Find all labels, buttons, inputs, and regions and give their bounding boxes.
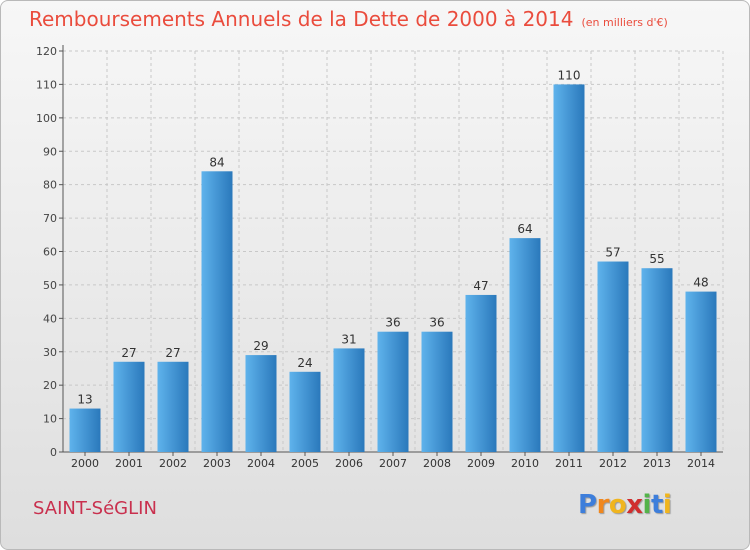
y-tick-label: 30 xyxy=(43,346,57,359)
logo-letter: i xyxy=(642,490,652,520)
data-label-2012: 57 xyxy=(605,246,620,260)
data-label-2010: 64 xyxy=(517,222,532,236)
x-tick-label-2005: 2005 xyxy=(291,457,319,470)
chart-unit: (en milliers d'€) xyxy=(581,16,668,29)
y-tick-label: 110 xyxy=(36,78,57,91)
y-tick-label: 50 xyxy=(43,279,57,292)
data-label-2004: 29 xyxy=(253,339,268,353)
x-tick-label-2008: 2008 xyxy=(423,457,451,470)
y-tick-label: 120 xyxy=(36,45,57,58)
data-label-2008: 36 xyxy=(429,316,444,330)
x-tick-label-2004: 2004 xyxy=(247,457,275,470)
x-tick-label-2009: 2009 xyxy=(467,457,495,470)
bars xyxy=(69,84,717,453)
logo-letter: i xyxy=(662,490,672,520)
x-tick-label-2000: 2000 xyxy=(71,457,99,470)
logo-letter: x xyxy=(626,490,643,520)
chart-title-text: Remboursements Annuels de la Dette de 20… xyxy=(29,7,574,31)
data-label-2003: 84 xyxy=(209,155,224,169)
data-label-2014: 48 xyxy=(693,276,708,290)
x-tick-label-2014: 2014 xyxy=(687,457,715,470)
bar-2010 xyxy=(509,238,541,452)
bar-2011 xyxy=(553,84,585,453)
data-label-2013: 55 xyxy=(649,252,664,266)
logo-letter: o xyxy=(608,490,627,520)
logo-letter: r xyxy=(596,490,610,520)
y-tick-label: 0 xyxy=(50,446,57,459)
x-tick-label-2001: 2001 xyxy=(115,457,143,470)
x-tick-label-2003: 2003 xyxy=(203,457,231,470)
proxiti-logo[interactable]: Proxiti xyxy=(578,490,672,520)
bar-2003 xyxy=(201,171,233,453)
y-tick-label: 90 xyxy=(43,145,57,158)
axes: 0 10 20 30 40 50 60 70 80 90 100 110 120 2000 2001 2002… xyxy=(36,45,723,470)
x-tick-label-2002: 2002 xyxy=(159,457,187,470)
data-label-2011: 110 xyxy=(558,68,581,82)
data-labels: 13 27 27 84 29 24 31 36 36 47 64 110 57 55 48 xyxy=(77,68,708,406)
y-tick-label: 70 xyxy=(43,212,57,225)
data-label-2000: 13 xyxy=(77,393,92,407)
bar-2000 xyxy=(69,408,101,452)
x-tick-label-2010: 2010 xyxy=(511,457,539,470)
y-tick-label: 10 xyxy=(43,413,57,426)
logo-letter: t xyxy=(650,490,663,520)
data-label-2002: 27 xyxy=(165,346,180,360)
bar-2008 xyxy=(421,331,453,452)
logo-letter: P xyxy=(578,490,597,520)
y-tick-label: 40 xyxy=(43,312,57,325)
commune-name: SAINT-SéGLIN xyxy=(33,498,157,519)
bar-2006 xyxy=(333,348,365,452)
x-tick-label-2011: 2011 xyxy=(555,457,583,470)
x-tick-label-2006: 2006 xyxy=(335,457,363,470)
bar-2005 xyxy=(289,371,321,452)
bar-2012 xyxy=(597,261,629,452)
y-tick-label: 100 xyxy=(36,112,57,125)
x-tick-label-2007: 2007 xyxy=(379,457,407,470)
bar-2001 xyxy=(113,361,145,452)
bar-2004 xyxy=(245,355,277,452)
data-label-2005: 24 xyxy=(297,356,312,370)
bar-2002 xyxy=(157,361,189,452)
data-label-2009: 47 xyxy=(473,279,488,293)
bar-2009 xyxy=(465,294,497,452)
y-tick-label: 80 xyxy=(43,179,57,192)
bar-2007 xyxy=(377,331,409,452)
bar-2013 xyxy=(641,268,673,452)
x-tick-label-2012: 2012 xyxy=(599,457,627,470)
data-label-2007: 36 xyxy=(385,316,400,330)
chart-title: Remboursements Annuels de la Dette de 20… xyxy=(29,7,668,31)
y-tick-label: 20 xyxy=(43,379,57,392)
y-tick-label: 60 xyxy=(43,246,57,259)
data-label-2001: 27 xyxy=(121,346,136,360)
bar-2014 xyxy=(685,291,717,452)
data-label-2006: 31 xyxy=(341,332,356,346)
x-tick-label-2013: 2013 xyxy=(643,457,671,470)
